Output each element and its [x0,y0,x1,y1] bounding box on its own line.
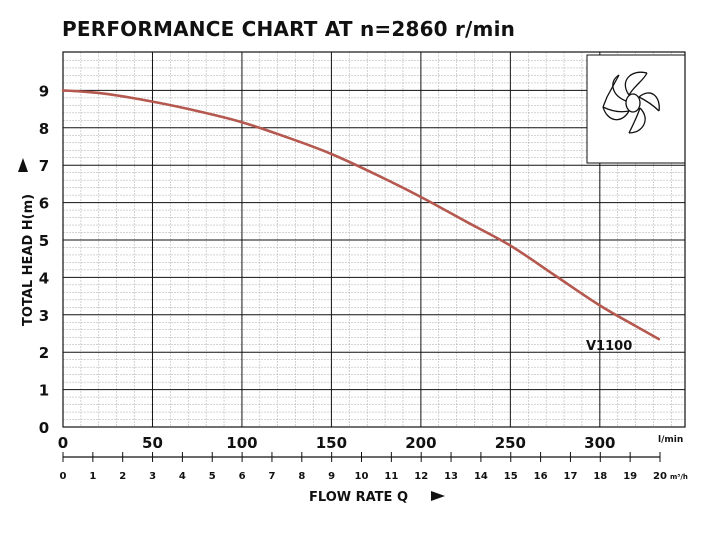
x2-tick-label: 5 [209,471,216,482]
x2-unit-label: m³/h [670,473,688,481]
x2-tick-label: 6 [239,471,246,482]
major-gridlines [63,52,685,427]
x2-tick-label: 11 [384,471,398,482]
x2-tick-label: 19 [623,471,637,482]
x2-tick-label: 18 [593,471,607,482]
x2-tick-label: 2 [119,471,126,482]
y-axis-title: TOTAL HEAD H(m) [21,194,36,326]
y-tick-label: 5 [39,232,49,250]
y-tick-label: 9 [39,82,49,100]
x-axis-title: FLOW RATE Q [309,490,408,505]
y-tick-label: 8 [39,120,49,138]
x2-tick-label: 16 [534,471,548,482]
y-tick-labels: 0 1 2 3 4 5 6 7 8 9 [39,82,49,437]
curve-layer [61,89,661,341]
impeller-inset [586,54,686,164]
x2-tick-label: 9 [328,471,335,482]
x2-tick-label: 17 [563,471,577,482]
x2-tick-label: 1 [89,471,96,482]
series-line-v1100 [61,89,661,341]
x-axis-arrow-icon [431,491,445,501]
x2-tick-label: 3 [149,471,156,482]
x2-tick-label: 8 [298,471,305,482]
x2-tick-label: 10 [355,471,369,482]
x-tick-label: 50 [142,434,163,452]
y-tick-label: 4 [39,269,49,287]
y-tick-label: 6 [39,195,49,213]
x-tick-label: 100 [226,434,257,452]
x2-tick-label: 14 [474,471,488,482]
y-tick-label: 2 [39,344,49,362]
impeller-icon [602,71,660,134]
x2-tick-label: 15 [504,471,518,482]
x2-tick-label: 4 [179,471,186,482]
x2-tick-label: 12 [414,471,428,482]
y-axis-arrow-icon [18,158,28,172]
x-tick-label: 300 [584,434,615,452]
y-tick-label: 1 [39,382,49,400]
chart-title: PERFORMANCE CHART AT n=2860 r/min [62,17,516,41]
x2-tick-label: 20 [653,471,667,482]
y-tick-label: 3 [39,307,49,325]
x2-tick-label: 0 [60,471,67,482]
x-unit-label: l/min [658,435,683,445]
x-tick-label: 0 [58,434,68,452]
x-tick-labels: 0 50 100 150 200 250 300 [58,434,616,452]
series-label: V1100 [586,339,632,354]
x-tick-label: 250 [495,434,526,452]
x-tick-label: 200 [405,434,436,452]
x2-tick-label: 7 [268,471,275,482]
plot-frame [62,51,686,428]
x-tick-label: 150 [316,434,347,452]
y-tick-label: 0 [39,419,49,437]
x2-tick-label: 13 [444,471,458,482]
x2-tick-labels: 0 1 2 3 4 5 6 7 8 9 10 11 12 13 14 15 16 17 18 19 20 [60,452,667,482]
y-tick-label: 7 [39,157,49,175]
